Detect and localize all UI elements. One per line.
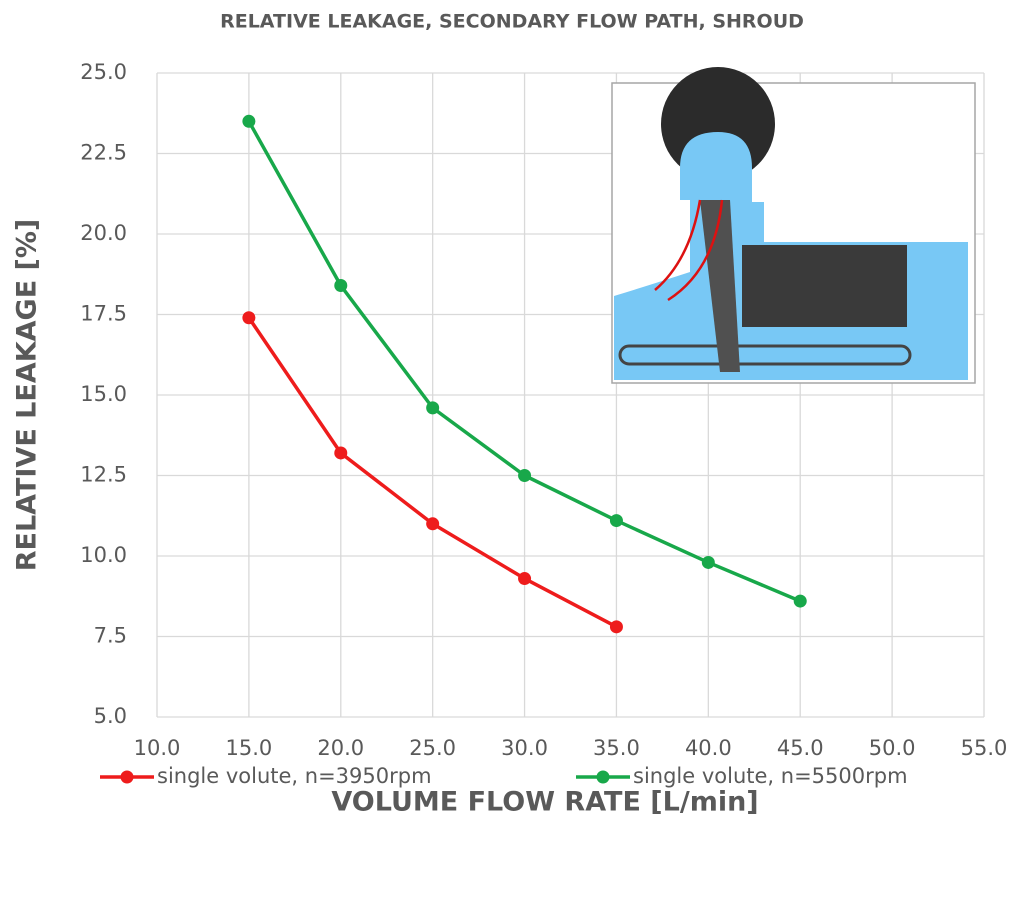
x-tick-label: 10.0 [134, 736, 181, 760]
y-tick-label: 22.5 [80, 141, 127, 165]
x-tick-label: 40.0 [685, 736, 732, 760]
x-tick-label: 55.0 [961, 736, 1008, 760]
x-tick-label: 20.0 [317, 736, 364, 760]
y-tick-label: 12.5 [80, 463, 127, 487]
x-axis-title: VOLUME FLOW RATE [L/min] [331, 787, 758, 818]
legend-label: single volute, n=3950rpm [157, 764, 432, 788]
data-point [334, 279, 347, 292]
y-tick-label: 17.5 [80, 302, 127, 326]
legend-marker [121, 771, 134, 784]
y-tick-label: 20.0 [80, 221, 127, 245]
x-tick-label: 50.0 [869, 736, 916, 760]
data-point [518, 572, 531, 585]
y-axis-title: RELATIVE LEAKAGE [%] [12, 219, 43, 572]
chart: RELATIVE LEAKAGE, SECONDARY FLOW PATH, S… [0, 0, 1017, 907]
x-tick-label: 15.0 [226, 736, 273, 760]
x-tick-label: 30.0 [501, 736, 548, 760]
legend-label: single volute, n=5500rpm [633, 764, 908, 788]
x-tick-label: 35.0 [593, 736, 640, 760]
legend: single volute, n=3950rpm single volute, n… [100, 764, 908, 788]
x-tick-label: 45.0 [777, 736, 824, 760]
data-point [242, 115, 255, 128]
data-point [610, 514, 623, 527]
data-point [426, 517, 439, 530]
data-point [426, 401, 439, 414]
y-tick-label: 7.5 [94, 624, 127, 648]
data-point [242, 311, 255, 324]
data-point [334, 446, 347, 459]
data-point [518, 469, 531, 482]
data-point [702, 556, 715, 569]
legend-marker [597, 771, 610, 784]
y-tick-label: 15.0 [80, 382, 127, 406]
y-tick-label: 5.0 [94, 704, 127, 728]
chart-title: RELATIVE LEAKAGE, SECONDARY FLOW PATH, S… [220, 11, 804, 33]
y-tick-label: 25.0 [80, 60, 127, 84]
data-point [610, 620, 623, 633]
inset-image [612, 67, 975, 383]
data-point [794, 595, 807, 608]
x-tick-label: 25.0 [409, 736, 456, 760]
y-tick-label: 10.0 [80, 543, 127, 567]
